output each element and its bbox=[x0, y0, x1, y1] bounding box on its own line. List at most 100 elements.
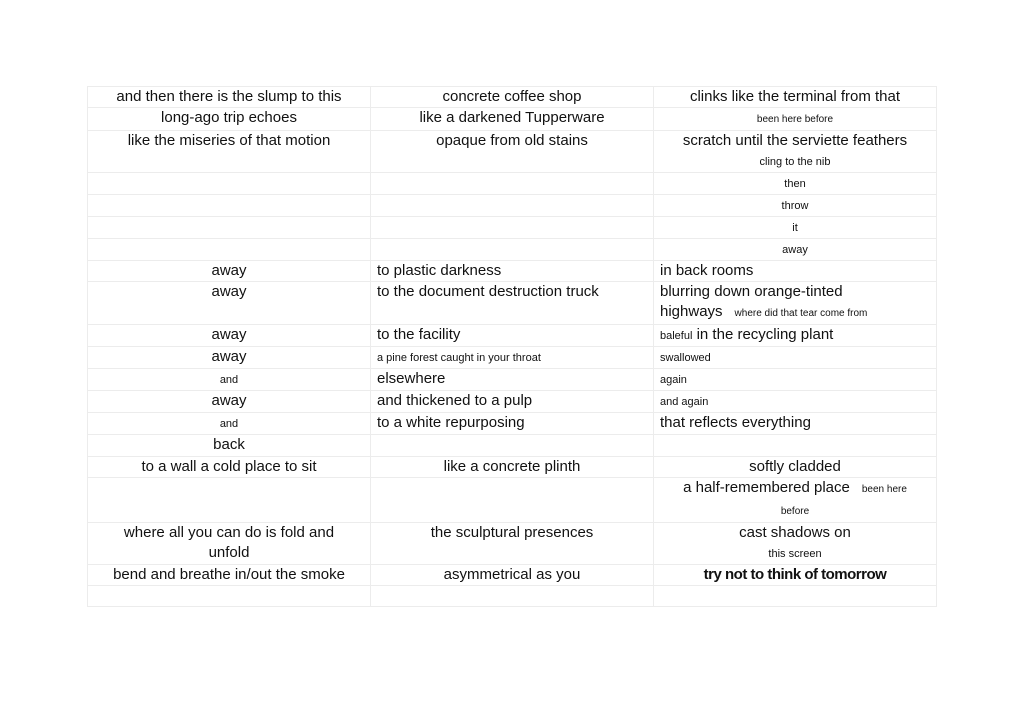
cell-line: before bbox=[660, 500, 930, 522]
poem-text: where all you can do is fold and bbox=[123, 524, 335, 541]
table-cell-col-2: a pine forest caught in your throat bbox=[370, 346, 654, 369]
table-row: to a wall a cold place to sit like a conc… bbox=[87, 456, 937, 478]
cell-line: highways where did that tear come from bbox=[660, 302, 930, 324]
table-cell-col-3: that reflects everything bbox=[653, 412, 937, 435]
cell-line: been here before bbox=[660, 109, 930, 130]
poem-text: swallowed bbox=[660, 352, 711, 364]
cell-line: away bbox=[94, 392, 364, 412]
table-cell-col-2 bbox=[370, 585, 654, 607]
table-row: away a pine forest caught in your throat s… bbox=[87, 346, 937, 369]
poem-text: and thickened to a pulp bbox=[377, 392, 533, 409]
table-cell-col-1 bbox=[87, 477, 371, 523]
cell-line: like a darkened Tupperware bbox=[377, 109, 647, 129]
table-row: and elsewhere again bbox=[87, 368, 937, 391]
table-cell-col-1: where all you can do is fold and unfold bbox=[87, 522, 371, 565]
table-cell-col-2: to the document destruction truck bbox=[370, 281, 654, 325]
table-cell-col-2 bbox=[370, 216, 654, 239]
table-cell-col-1: to a wall a cold place to sit bbox=[87, 456, 371, 478]
table-cell-col-1: bend and breathe in/out the smoke bbox=[87, 564, 371, 586]
cell-line: swallowed bbox=[660, 348, 930, 368]
cell-line: unfold bbox=[94, 543, 364, 563]
poem-text: long-ago trip echoes bbox=[161, 109, 297, 126]
table-cell-col-2: the sculptural presences bbox=[370, 522, 654, 565]
poem-text: like the miseries of that motion bbox=[127, 132, 331, 149]
cell-line: that reflects everything bbox=[660, 414, 930, 434]
poem-text: highways bbox=[660, 303, 723, 320]
table-cell-col-2: concrete coffee shop bbox=[370, 86, 654, 108]
poem-text: unfold bbox=[208, 544, 250, 561]
table-row: and then there is the slump to this concr… bbox=[87, 86, 937, 108]
table-cell-col-1 bbox=[87, 585, 371, 607]
cell-line: a pine forest caught in your throat bbox=[377, 348, 647, 368]
table-row: where all you can do is fold and unfold th… bbox=[87, 522, 937, 565]
poem-text: then bbox=[784, 178, 806, 190]
table-cell-col-2: asymmetrical as you bbox=[370, 564, 654, 586]
poem-table-body: and then there is the slump to this concr… bbox=[87, 86, 937, 607]
cell-line: the sculptural presences bbox=[377, 524, 647, 544]
table-cell-col-3: again bbox=[653, 368, 937, 391]
poem-text: it bbox=[792, 222, 798, 234]
cell-line: asymmetrical as you bbox=[377, 566, 647, 585]
cell-line: opaque from old stains bbox=[377, 132, 647, 152]
poem-text: in back rooms bbox=[660, 262, 754, 279]
table-cell-col-3: a half-remembered place been here before bbox=[653, 477, 937, 523]
table-cell-col-3: clinks like the terminal from that bbox=[653, 86, 937, 108]
cell-line: and bbox=[94, 370, 364, 390]
table-cell-col-3: try not to think of tomorrow bbox=[653, 564, 937, 586]
cell-line: again bbox=[660, 370, 930, 390]
table-cell-col-1 bbox=[87, 172, 371, 195]
cell-line: this screen bbox=[660, 543, 930, 564]
cell-line: and bbox=[94, 414, 364, 434]
table-cell-col-2 bbox=[370, 238, 654, 261]
cell-line: to plastic darkness bbox=[377, 262, 647, 281]
table-cell-col-3: away bbox=[653, 238, 937, 261]
cell-line: bend and breathe in/out the smoke bbox=[94, 566, 364, 585]
poem-text: to plastic darkness bbox=[377, 262, 502, 279]
poem-text: this screen bbox=[768, 548, 822, 560]
cell-line: in back rooms bbox=[660, 262, 930, 281]
cell-line: to the facility bbox=[377, 326, 647, 346]
cell-line: and thickened to a pulp bbox=[377, 392, 647, 412]
cell-line: then bbox=[660, 174, 930, 194]
poem-text: again bbox=[660, 374, 687, 386]
table-row: away to the document destruction truck blu… bbox=[87, 281, 937, 325]
table-cell-col-3: in back rooms bbox=[653, 260, 937, 282]
table-cell-col-3: softly cladded bbox=[653, 456, 937, 478]
poem-text: away bbox=[211, 326, 247, 343]
table-cell-col-1: away bbox=[87, 324, 371, 347]
poem-text: been here bbox=[861, 484, 907, 495]
poem-text: concrete coffee shop bbox=[442, 88, 582, 105]
table-cell-col-2: elsewhere bbox=[370, 368, 654, 391]
cell-line: away bbox=[660, 240, 930, 260]
table-cell-col-2: to a white repurposing bbox=[370, 412, 654, 435]
table-row: and to a white repurposing that reflects e… bbox=[87, 412, 937, 435]
table-cell-col-2 bbox=[370, 194, 654, 217]
poem-text: and bbox=[219, 374, 239, 386]
table-cell-col-1: and then there is the slump to this bbox=[87, 86, 371, 108]
poem-text: clinks like the terminal from that bbox=[689, 88, 901, 105]
poem-text: where did that tear come from bbox=[734, 308, 868, 319]
poem-text: away bbox=[211, 262, 247, 279]
table-cell-col-3: been here before bbox=[653, 107, 937, 131]
table-cell-col-1: away bbox=[87, 281, 371, 325]
cell-line: cast shadows on bbox=[660, 524, 930, 544]
table-cell-col-2 bbox=[370, 172, 654, 195]
table-cell-col-2: like a darkened Tupperware bbox=[370, 107, 654, 131]
poem-text: away bbox=[211, 348, 247, 365]
poem-text: before bbox=[780, 506, 810, 517]
table-cell-col-3: swallowed bbox=[653, 346, 937, 369]
table-cell-col-3: and again bbox=[653, 390, 937, 413]
table-cell-col-2 bbox=[370, 477, 654, 523]
table-cell-col-2: to plastic darkness bbox=[370, 260, 654, 282]
table-cell-col-3: cast shadows on this screen bbox=[653, 522, 937, 565]
cell-line: long-ago trip echoes bbox=[94, 109, 364, 129]
table-cell-col-2 bbox=[370, 434, 654, 457]
poem-text: scratch until the serviette feathers bbox=[682, 132, 908, 149]
cell-line: away bbox=[94, 262, 364, 281]
table-cell-col-2: opaque from old stains bbox=[370, 130, 654, 173]
table-cell-col-3: throw bbox=[653, 194, 937, 217]
poem-text: softly cladded bbox=[749, 458, 841, 475]
table-cell-col-2: like a concrete plinth bbox=[370, 456, 654, 478]
poem-text: blurring down orange-tinted bbox=[660, 283, 843, 300]
table-row bbox=[87, 585, 937, 607]
